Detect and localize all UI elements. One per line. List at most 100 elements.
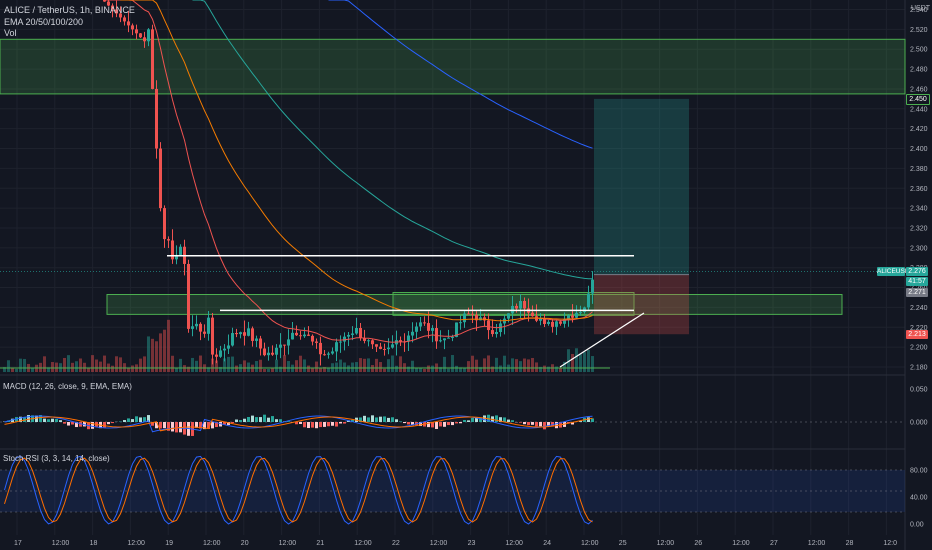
macd-histogram-bar [127,418,130,422]
macd-histogram-bar [403,422,406,424]
volume-bar [259,359,262,372]
macd-histogram-bar [207,422,210,429]
ema20-line [104,0,593,343]
volume-bar [307,365,310,372]
ema-legend[interactable]: EMA 20/50/100/200 [4,17,84,27]
candle-body [295,332,298,336]
price-tick-label: 2.480 [910,67,928,74]
time-tick-label: 12:00 [505,540,523,547]
volume-bar [95,359,98,372]
time-tick-label: 21 [316,540,324,547]
volume-legend[interactable]: Vol [4,28,17,38]
chart-title[interactable]: ALICE / TetherUS, 1h, BINANCE [4,5,135,15]
volume-bar [563,361,566,372]
macd-histogram-bar [439,422,442,427]
volume-bar [499,365,502,372]
candle-body [519,301,522,309]
volume-bar [79,358,82,372]
macd-histogram-bar [527,422,530,426]
macd-histogram-bar [311,422,314,428]
macd-histogram-bar [139,417,142,422]
macd-histogram-bar [503,417,506,422]
candle-body [147,29,150,42]
macd-histogram-bar [167,422,170,431]
candle-body [511,305,514,314]
macd-histogram-bar [51,418,54,422]
candle-body [219,350,222,357]
volume-bar [451,355,454,372]
volume-bar [187,366,190,372]
macd-tick-label: 0.000 [910,420,928,427]
candle-body [167,239,170,241]
ema100-line [192,0,593,280]
candle-body [523,301,526,309]
symbol-badge: ALICEUSDT [877,267,914,276]
macd-histogram-bar [567,422,570,424]
macd-histogram-bar [495,415,498,422]
support-zone [106,294,843,315]
macd-histogram-bar [15,417,18,422]
stoch-title[interactable]: Stoch RSI (3, 3, 14, 14, close) [3,454,110,463]
candle-body [195,323,198,327]
macd-histogram-bar [247,417,250,422]
macd-histogram-bar [227,422,230,425]
candle-body [103,0,106,2]
volume-bar [355,362,358,372]
candle-body [275,347,278,355]
candle-body [443,338,446,341]
candle-body [287,339,290,346]
time-tick-label: 26 [694,540,702,547]
macd-histogram-bar [27,415,30,422]
macd-histogram-bar [67,422,70,426]
macd-histogram-bar [135,416,138,422]
candle-body [179,246,182,255]
candle-body [191,326,194,329]
candle-body [107,1,110,6]
candle-body [491,330,494,335]
macd-histogram-bar [519,422,522,423]
volume-bar [31,367,34,372]
volume-bar [99,361,102,372]
candle-body [231,333,234,346]
candle-body [423,322,426,324]
time-tick-label: 12:0 [883,540,897,547]
volume-bar [467,361,470,372]
candle-body [307,334,310,336]
macd-histogram-bar [71,422,74,425]
macd-histogram-bar [103,422,106,428]
volume-bar [199,355,202,372]
stoch-rsi-pane [0,455,905,525]
candle-body [351,333,354,335]
macd-histogram-bar [511,420,514,422]
candle-body [371,340,374,345]
macd-histogram-bar [43,418,46,422]
volume-bar [443,356,446,372]
volume-bar [283,355,286,372]
volume-bar [207,367,210,372]
macd-histogram-bar [91,422,94,429]
candle-body [271,352,274,355]
time-tick-label: 17 [14,540,22,547]
macd-histogram-bar [387,417,390,422]
price-tick-label: 2.380 [910,166,928,173]
macd-histogram-bar [287,421,290,422]
price-tick-label: 2.400 [910,146,928,153]
macd-histogram-bar [215,422,218,428]
volume-bar [183,365,186,372]
macd-title[interactable]: MACD (12, 26, close, 9, EMA, EMA) [3,382,132,391]
candle-body [579,312,582,314]
candle-body [463,313,466,323]
volume-bar [23,358,26,372]
candle-body [543,318,546,324]
price-tick-label: 2.180 [910,365,928,372]
candle-body [383,348,386,350]
candle-body [187,263,190,329]
volume-bar [455,365,458,372]
volume-bar [423,368,426,372]
time-tick-label: 24 [543,540,551,547]
volume-bar [479,367,482,372]
time-tick-label: 12:00 [354,540,372,547]
volume-bar [583,352,586,372]
macd-histogram-bar [299,422,302,424]
